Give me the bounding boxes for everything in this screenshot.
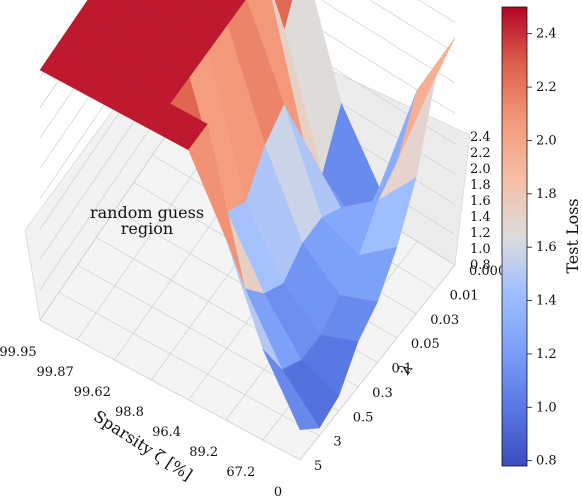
z-tick-label: 2.0: [470, 162, 491, 177]
colorbar-gradient: [501, 6, 528, 467]
y-tick-label: 3: [333, 435, 341, 450]
x-tick-label: 99.62: [74, 385, 111, 400]
colorbar-tick-label: 2.4: [536, 27, 557, 42]
surface-patch: [262, 348, 320, 430]
colorbar-tick-label: 0.8: [536, 454, 557, 469]
z-ticks: 0.81.01.21.41.61.82.02.22.4: [470, 130, 491, 273]
y-tick-label: 0.1: [392, 362, 413, 377]
colorbar-tick-label: 1.0: [536, 400, 557, 415]
annotation-line-2: region: [121, 219, 173, 238]
colorbar-tick-label: 2.2: [536, 80, 557, 95]
x-tick-label: 96.4: [152, 425, 181, 440]
z-tick-label: 1.8: [470, 178, 491, 193]
surface: [39, 0, 456, 430]
colorbar-label: Test Loss: [563, 198, 582, 273]
annotation: random guess region: [90, 203, 204, 238]
colorbar-tick-label: 1.8: [536, 187, 557, 202]
colorbar: 0.8 1.0 1.2 1.4 1.6 1.8 2.0 2.2 2.4 Test Loss: [501, 6, 582, 469]
grid-line: [39, 319, 301, 461]
colorbar-tick-label: 1.4: [536, 294, 557, 309]
x-tick-label: 67.2: [226, 465, 255, 480]
colorbar-tick-label: 1.6: [536, 240, 557, 255]
grid-line: [39, 0, 456, 199]
y-tick-label: 0.05: [411, 337, 440, 352]
colorbar-ticks: 0.8 1.0 1.2 1.4 1.6 1.8 2.0 2.2 2.4: [527, 27, 557, 469]
y-tick-label: 5: [314, 459, 322, 474]
x-tick-label: 89.2: [189, 445, 218, 460]
grid-line: [58, 292, 320, 436]
z-tick-label: 1.2: [470, 226, 491, 241]
y-tick-label: 0.5: [353, 410, 374, 425]
x-tick-label: 98.8: [115, 405, 144, 420]
x-tick-label: 99.95: [0, 345, 37, 360]
annotation-line-1: random guess: [90, 203, 204, 222]
z-tick-label: 1.6: [470, 194, 491, 209]
z-tick-label: 0.8: [470, 258, 491, 273]
colorbar-tick-label: 1.2: [536, 347, 557, 362]
x-tick-label: 99.87: [37, 365, 74, 380]
y-tick-label: 0.3: [372, 386, 393, 401]
z-tick-label: 1.0: [470, 242, 491, 257]
z-tick-label: 2.4: [470, 130, 491, 145]
z-tick-label: 1.4: [470, 210, 491, 225]
x-tick-label: 0: [274, 485, 282, 496]
y-tick-label: 0.03: [430, 313, 459, 328]
y-tick-label: 0.01: [450, 288, 479, 303]
colorbar-tick-label: 2.0: [536, 133, 557, 148]
z-tick-label: 2.2: [470, 146, 491, 161]
